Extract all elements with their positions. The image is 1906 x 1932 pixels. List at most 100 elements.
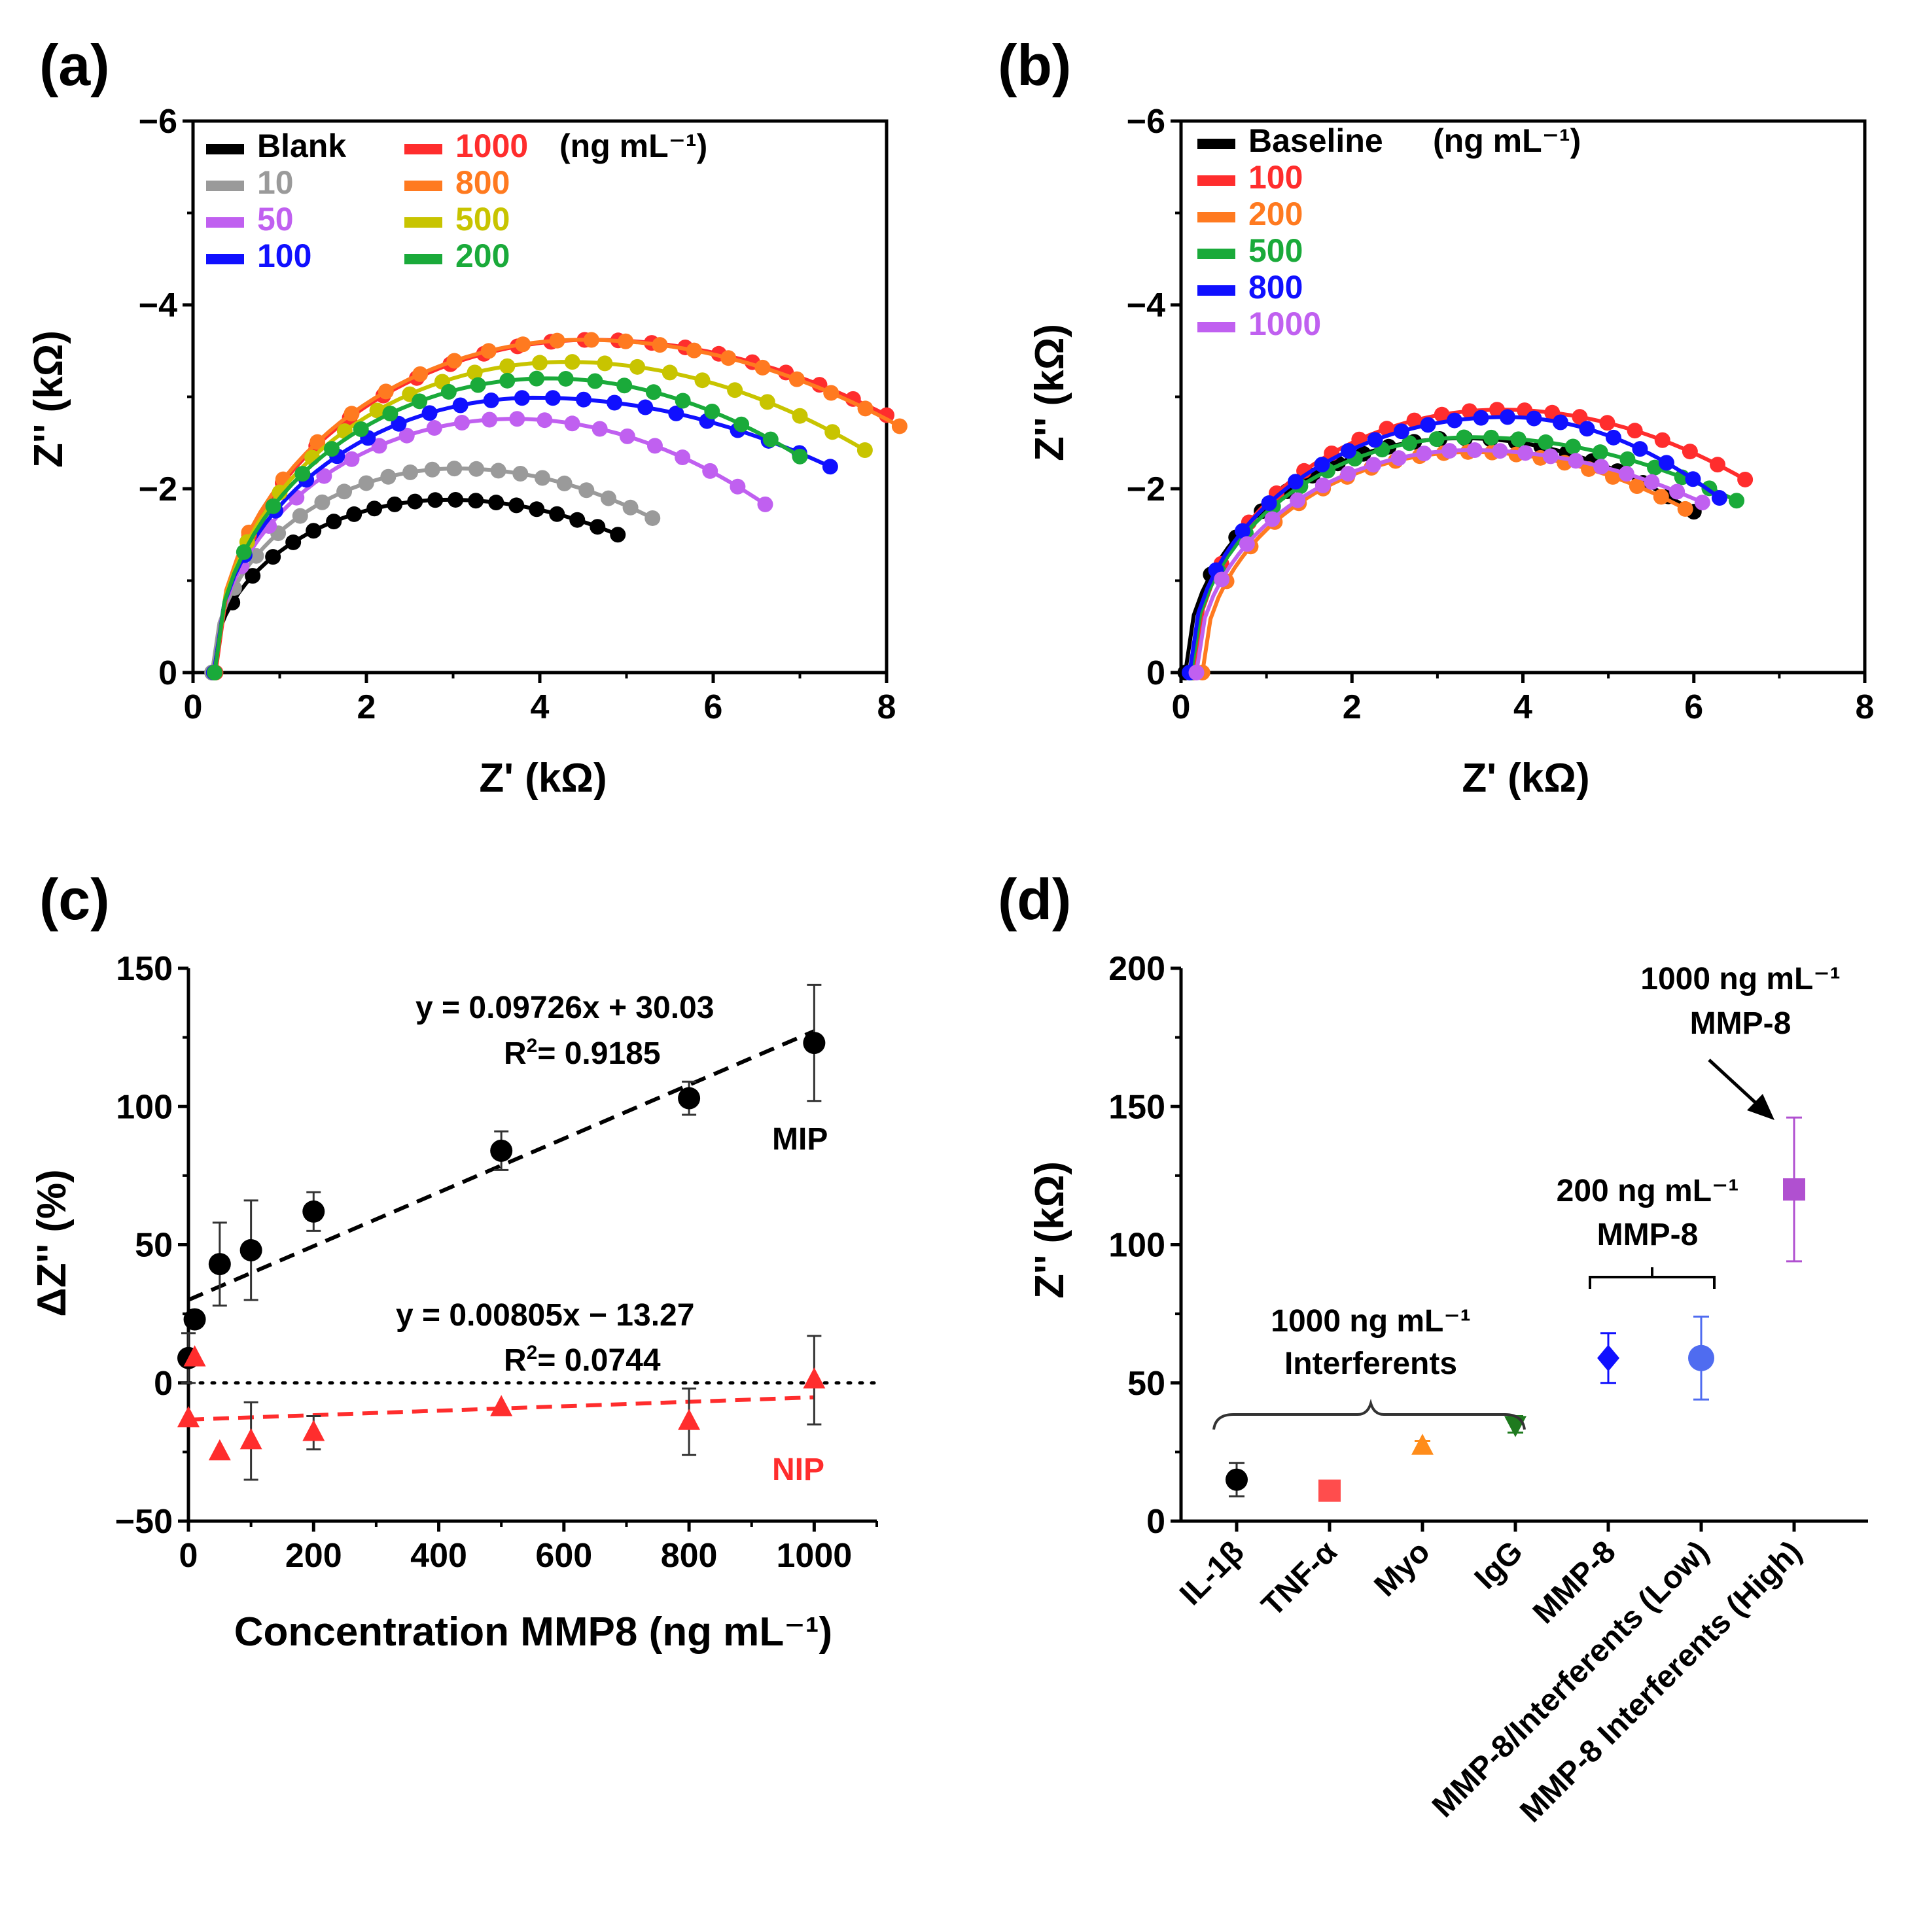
data-point <box>207 665 223 680</box>
data-point <box>1542 448 1559 465</box>
data-point <box>490 1139 513 1162</box>
data-point <box>529 501 545 518</box>
fit-line <box>187 1029 815 1302</box>
data-point <box>344 406 360 422</box>
data-point <box>1226 1468 1248 1491</box>
data-point <box>1406 412 1422 429</box>
data-point <box>544 390 561 406</box>
data-point <box>1538 434 1554 450</box>
legend-label: 10 <box>257 164 294 201</box>
data-point <box>378 383 394 400</box>
data-point <box>1340 466 1356 482</box>
data-point <box>1658 455 1674 471</box>
data-point <box>1619 451 1636 467</box>
data-point <box>1599 415 1615 431</box>
data-point <box>652 337 668 353</box>
data-point <box>1416 446 1432 462</box>
data-point <box>294 466 311 482</box>
x-tick-label: 8 <box>877 688 896 726</box>
panel-b-axes: 0 2 4 6 8 0 −2 −4 −6 <box>1127 103 1875 726</box>
y-tick-label: 50 <box>1127 1365 1165 1403</box>
data-point <box>645 384 662 400</box>
data-point <box>424 461 440 478</box>
data-point <box>822 459 838 475</box>
interferents-annotation-line2: Interferents <box>1284 1346 1457 1381</box>
data-point <box>857 400 874 417</box>
data-point <box>1627 423 1643 439</box>
data-point <box>467 364 483 381</box>
point-MMP-8/Interferents (Low) <box>1688 1315 1714 1401</box>
data-point <box>1402 435 1418 451</box>
point-TNF-α <box>1318 1479 1341 1502</box>
series-200 <box>1194 444 1693 680</box>
data-point <box>1729 493 1745 509</box>
mip-fit-r2: R2= 0.9185 <box>504 1035 661 1071</box>
y-tick-label: 100 <box>116 1088 173 1126</box>
series-500 <box>207 354 873 680</box>
data-point <box>1737 471 1754 487</box>
data-point <box>454 415 470 431</box>
x-tick-label: 4 <box>531 688 550 726</box>
data-point <box>727 382 743 398</box>
panel-b-curves <box>1177 402 1754 680</box>
data-point <box>426 420 442 436</box>
nip-fit-equation: y = 0.00805x − 13.27 <box>396 1298 694 1333</box>
legend-label: 1000 <box>1248 306 1321 342</box>
series-MIP <box>177 983 826 1384</box>
data-point <box>468 461 485 477</box>
data-point <box>1654 432 1670 448</box>
nip-series-label: NIP <box>772 1452 824 1487</box>
data-point <box>583 332 599 348</box>
data-point <box>1597 1344 1619 1372</box>
data-point <box>336 483 353 500</box>
data-point <box>1618 466 1634 482</box>
data-point <box>1341 443 1357 459</box>
high-annotation-arrow-shaft <box>1708 1059 1760 1107</box>
data-point <box>1188 665 1205 680</box>
data-point <box>678 1409 701 1430</box>
panel-a-axes: 0 2 4 6 8 0 −2 −4 −6 <box>139 103 896 726</box>
data-point <box>1315 477 1331 493</box>
legend-unit: (ng mL⁻¹) <box>1433 122 1581 159</box>
data-point <box>556 475 573 491</box>
panel-d-category-labels: IL-1β TNF-α Myo IgGMMP-8MMP-8/Interferents … <box>1173 1534 1809 1829</box>
data-point <box>824 424 841 440</box>
category-label: Myo <box>1368 1534 1436 1603</box>
data-point <box>1572 409 1588 425</box>
x-tick-label: 800 <box>661 1537 718 1575</box>
data-point <box>371 438 387 454</box>
data-point <box>369 402 385 419</box>
data-point <box>1235 523 1251 539</box>
panel-c-x-axis-label: Concentration MMP8 (ng mL⁻¹) <box>234 1609 832 1655</box>
data-point <box>292 508 308 524</box>
legend-swatch <box>404 217 442 228</box>
legend-swatch <box>404 181 442 191</box>
data-point <box>239 1238 262 1261</box>
y-tick-label: 0 <box>1146 1503 1165 1541</box>
data-point <box>1517 445 1534 461</box>
data-point <box>1709 457 1725 473</box>
data-point <box>468 493 484 509</box>
data-point <box>285 534 302 550</box>
data-point <box>1579 421 1595 437</box>
data-point <box>597 355 613 372</box>
y-tick-label: 100 <box>1108 1227 1165 1265</box>
data-point <box>208 1439 231 1461</box>
panel-label-a: (a) <box>39 33 110 97</box>
data-point <box>803 1367 826 1389</box>
data-point <box>1483 429 1500 446</box>
y-tick-label: 0 <box>154 1365 173 1403</box>
data-point <box>446 353 463 369</box>
interferents-annotation-line1: 1000 ng mL⁻¹ <box>1271 1304 1470 1339</box>
data-point <box>644 510 661 526</box>
data-point <box>619 428 635 444</box>
x-tick-label: 2 <box>1343 688 1362 726</box>
legend-label: 500 <box>455 201 510 237</box>
data-point <box>1604 468 1621 485</box>
data-point <box>1456 429 1472 446</box>
data-point <box>569 512 586 528</box>
data-point <box>490 463 506 479</box>
